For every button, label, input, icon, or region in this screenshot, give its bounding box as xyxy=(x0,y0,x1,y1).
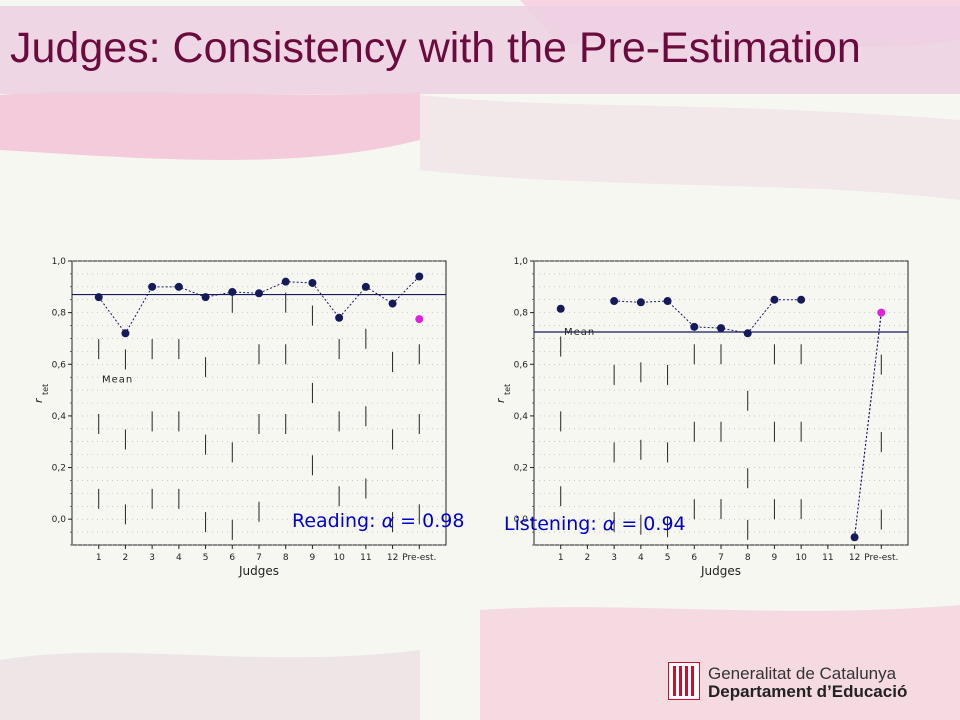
y-tick-label: 1,0 xyxy=(52,257,67,267)
x-tick-label: Pre-est. xyxy=(402,553,436,563)
x-tick-label: 9 xyxy=(772,553,778,563)
x-tick-label: 2 xyxy=(585,553,591,563)
y-tick-label: 1,0 xyxy=(514,257,529,267)
x-tick-label: 3 xyxy=(149,553,155,563)
judge-point xyxy=(148,282,157,291)
y-axis-label: r xyxy=(32,397,45,403)
y-tick-label: 0,8 xyxy=(514,309,529,319)
annotation-value: = 0.98 xyxy=(394,510,464,532)
judge-point xyxy=(743,329,752,338)
catalan-flag-icon xyxy=(668,662,700,700)
x-tick-label: 10 xyxy=(795,553,807,563)
plot-frame xyxy=(533,260,909,546)
judge-point xyxy=(361,282,370,291)
alpha-annotation: Listening: α = 0.94 xyxy=(504,513,686,535)
judge-point xyxy=(94,293,103,302)
judge-point xyxy=(228,287,237,296)
y-tick-label: 0,6 xyxy=(514,360,529,370)
logo-line-2: Departament d’Educació xyxy=(708,682,908,701)
alpha-annotation: Reading: α = 0.98 xyxy=(292,510,464,532)
judge-point xyxy=(281,277,290,286)
listening-chart: 0,0 0,2 0,4 0,6 0,8 1,0 r tet 1 2 3 4 5 6 7 8 9 10 11 12 Pre… xyxy=(492,245,932,585)
mean-label: Mean xyxy=(564,327,595,338)
x-tick-label: Pre-est. xyxy=(864,553,898,563)
annotation-value: = 0.94 xyxy=(615,513,685,535)
x-axis-label: Judges xyxy=(238,564,279,578)
judge-point xyxy=(556,304,565,313)
x-tick-label: 9 xyxy=(310,553,316,563)
judge-point xyxy=(201,293,210,302)
reading-chart: 0,0 0,2 0,4 0,6 0,8 1,0 r tet 1 2 3 4 5 6 7 8 9 10 11 12 Pre… xyxy=(30,245,470,585)
alpha-symbol: α xyxy=(603,513,616,535)
judge-point xyxy=(663,297,672,306)
judge-point xyxy=(388,299,397,308)
mean-label: Mean xyxy=(102,374,133,385)
x-tick-label: 6 xyxy=(229,553,235,563)
judge-point xyxy=(121,329,130,338)
judge-point xyxy=(610,297,619,306)
y-tick-label: 0,0 xyxy=(514,515,529,525)
x-tick-label: 11 xyxy=(822,553,833,563)
judge-point xyxy=(690,322,699,331)
x-tick-label: 8 xyxy=(745,553,751,563)
x-tick-label: 1 xyxy=(558,553,564,563)
judge-point xyxy=(174,282,183,291)
y-tick-label: 0,4 xyxy=(514,412,529,422)
series-line xyxy=(854,312,882,538)
y-axis-label-subscript: tet xyxy=(41,384,50,395)
y-tick-label: 0,4 xyxy=(52,412,67,422)
judge-point xyxy=(335,313,344,322)
judge-point xyxy=(308,278,317,287)
x-tick-label: 4 xyxy=(638,553,644,563)
y-tick-label: 0,2 xyxy=(514,464,528,474)
x-tick-label: 4 xyxy=(176,553,182,563)
judge-point xyxy=(636,298,645,307)
x-tick-label: 12 xyxy=(387,553,398,563)
slide-title: Judges: Consistency with the Pre-Estimat… xyxy=(10,24,861,72)
x-tick-label: 2 xyxy=(123,553,129,563)
x-tick-label: 5 xyxy=(203,553,209,563)
pre-est-point xyxy=(877,308,886,317)
series-line xyxy=(614,299,802,334)
y-tick-label: 0,6 xyxy=(52,360,67,370)
x-tick-label: 5 xyxy=(665,553,671,563)
pre-est-point xyxy=(415,315,424,324)
x-tick-label: 1 xyxy=(96,553,102,563)
judge-point xyxy=(717,324,725,333)
logo-line-1: Generalitat de Catalunya xyxy=(708,664,897,683)
judge-point xyxy=(770,295,779,304)
judge-point xyxy=(415,272,424,281)
annotation-prefix: Listening: xyxy=(504,513,603,535)
x-tick-label: 6 xyxy=(691,553,697,563)
x-tick-label: 8 xyxy=(283,553,289,563)
x-tick-label: 12 xyxy=(849,553,860,563)
generalitat-logo: Generalitat de Catalunya Departament d’E… xyxy=(668,660,928,704)
y-tick-label: 0,2 xyxy=(52,464,66,474)
title-band xyxy=(0,6,960,94)
x-tick-label: 3 xyxy=(611,553,617,563)
x-tick-label: 7 xyxy=(256,553,262,563)
judge-point xyxy=(797,295,806,304)
judge-point xyxy=(850,533,859,542)
judge-point xyxy=(255,289,263,298)
alpha-symbol: α xyxy=(382,510,395,532)
y-axis-label-subscript: tet xyxy=(503,384,512,395)
annotation-prefix: Reading: xyxy=(292,510,382,532)
x-tick-label: 11 xyxy=(360,553,371,563)
x-tick-label: 10 xyxy=(333,553,345,563)
y-axis-label: r xyxy=(494,397,507,403)
x-axis-label: Judges xyxy=(700,564,741,578)
y-tick-label: 0,0 xyxy=(52,515,67,525)
x-tick-label: 7 xyxy=(718,553,724,563)
y-tick-label: 0,8 xyxy=(52,309,67,319)
